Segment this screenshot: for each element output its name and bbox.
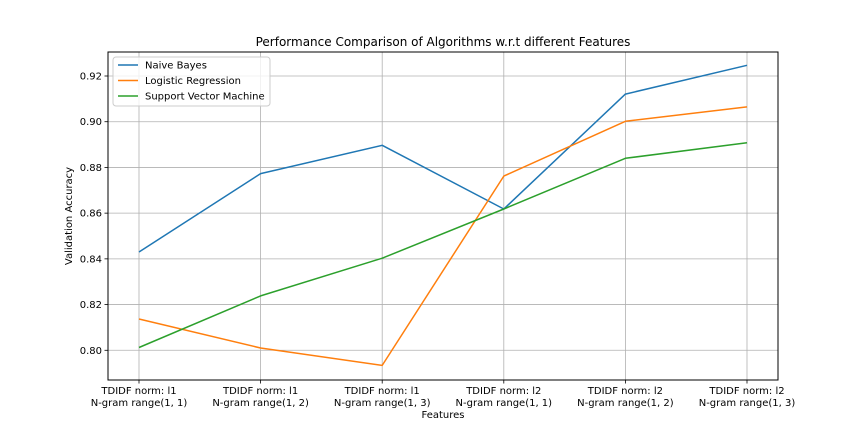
y-tick-label: 0.84 [80, 254, 102, 265]
x-tick-label: TDIDF norm: l1 N-gram range(1, 1) [91, 386, 188, 409]
legend-label: Support Vector Machine [145, 92, 265, 103]
axis-ticks: TDIDF norm: l1 N-gram range(1, 1)TDIDF no… [80, 72, 796, 410]
plot-frame [107, 51, 779, 381]
legend-box [112, 56, 271, 107]
y-tick-label: 0.86 [80, 209, 102, 220]
x-tick-label: TDIDF norm: l2 N-gram range(1, 1) [456, 386, 553, 409]
y-tick-label: 0.82 [80, 300, 102, 311]
x-tick-label-line: TDIDF norm: l2 [465, 386, 541, 397]
x-tick-label-line: TDIDF norm: l1 [344, 386, 420, 397]
x-tick-label-line: TDIDF norm: l1 [222, 386, 298, 397]
series-lines [138, 64, 748, 367]
y-tick-label: 0.90 [80, 117, 102, 128]
x-tick-label: TDIDF norm: l2 N-gram range(1, 3) [699, 386, 796, 409]
y-tick-label: 0.80 [80, 346, 102, 357]
x-tick-label-line: N-gram range(1, 2) [212, 398, 309, 409]
legend-label: Logistic Regression [145, 76, 241, 87]
x-tick-label-line: N-gram range(1, 1) [456, 398, 553, 409]
legend: Naive Bayes Logistic Regression Support Ve… [112, 56, 271, 107]
x-tick-label-line: N-gram range(1, 3) [699, 398, 796, 409]
chart-title: Performance Comparison of Algorithms w.r… [256, 35, 631, 49]
x-tick-label: TDIDF norm: l2 N-gram range(1, 2) [577, 386, 674, 409]
x-tick-label-line: N-gram range(1, 2) [577, 398, 674, 409]
series-line [138, 64, 748, 253]
x-tick-label-line: TDIDF norm: l2 [708, 386, 784, 397]
y-axis-label: Validation Accuracy [64, 167, 75, 265]
x-tick-label: TDIDF norm: l1 N-gram range(1, 2) [212, 386, 309, 409]
grid [108, 52, 778, 380]
x-tick-label: TDIDF norm: l1 N-gram range(1, 3) [334, 386, 431, 409]
series-line [138, 141, 748, 349]
x-tick-label-line: TDIDF norm: l2 [587, 386, 663, 397]
x-tick-label-line: N-gram range(1, 3) [334, 398, 431, 409]
y-tick-label: 0.92 [80, 72, 102, 83]
x-tick-label-line: TDIDF norm: l1 [100, 386, 176, 397]
legend-label: Naive Bayes [145, 61, 207, 72]
y-tick-label: 0.88 [80, 163, 102, 174]
x-tick-label-line: N-gram range(1, 1) [91, 398, 188, 409]
series-line [138, 106, 748, 367]
x-axis-label: Features [422, 410, 465, 421]
